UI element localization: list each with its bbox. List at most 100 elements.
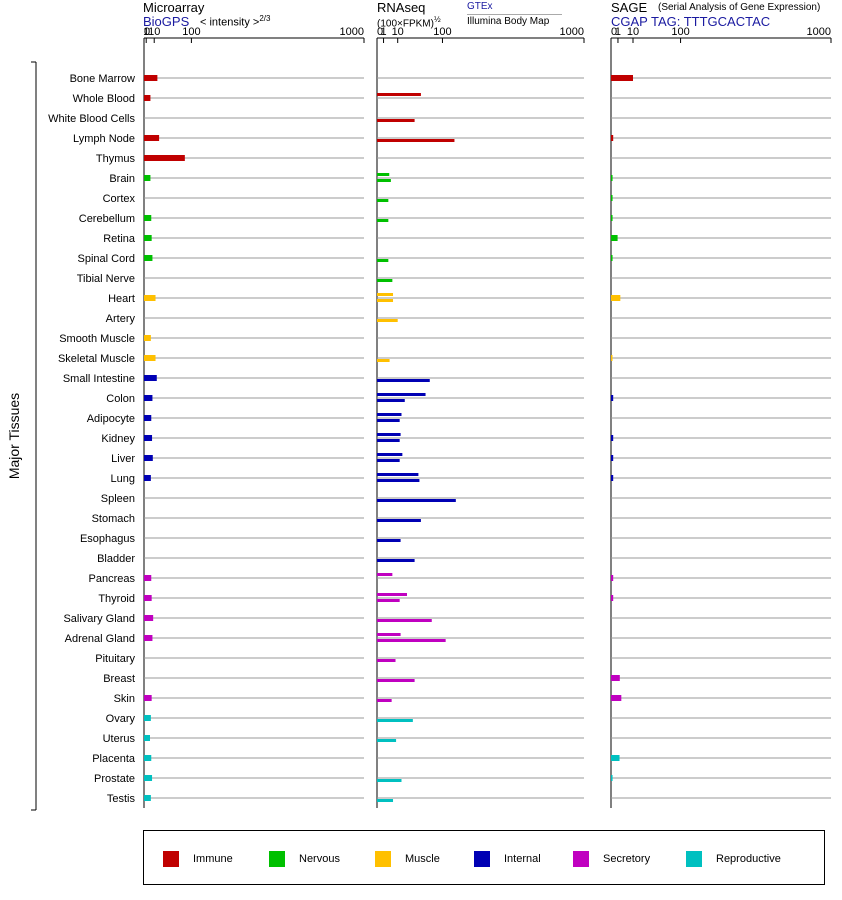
tissue-label: Smooth Muscle (59, 333, 135, 345)
sage-bar (611, 475, 614, 481)
rnaseq-gtex-bar (377, 173, 390, 176)
rnaseq-gtex-bar (377, 413, 402, 416)
tissue-label: Esophagus (80, 533, 136, 545)
rnaseq-source-gtex: GTEx (467, 1, 493, 12)
tissue-label: Ovary (106, 713, 136, 725)
rnaseq-ibm-bar (377, 359, 390, 362)
microarray-bar (144, 135, 160, 141)
rnaseq-gtex-bar (377, 433, 401, 436)
rnaseq-ibm-bar (377, 719, 413, 722)
microarray-bar (144, 375, 157, 381)
microarray-bar (144, 295, 156, 301)
legend-swatch-nervous (269, 851, 285, 867)
tissue-label: Breast (103, 673, 135, 685)
microarray-bar (144, 215, 152, 221)
sage-bar (611, 295, 621, 301)
legend-item-secretory: Secretory (573, 851, 650, 867)
tissue-label: Spleen (101, 493, 135, 505)
tissue-label: Thyroid (98, 593, 135, 605)
rnaseq-ibm-bar (377, 619, 432, 622)
rnaseq-gtex-bar (377, 453, 403, 456)
legend: Immune Nervous Muscle Internal Secretory… (143, 830, 825, 885)
tissue-label: Pituitary (95, 653, 135, 665)
sage-bar (611, 675, 620, 681)
tissue-label: Colon (106, 393, 135, 405)
tissue-label: Spinal Cord (78, 253, 135, 265)
sage-bar (611, 695, 622, 701)
microarray-title: Microarray (143, 0, 205, 15)
microarray-bar (144, 355, 156, 361)
microarray-scale-power: 2/3 (259, 14, 271, 23)
microarray-bar (144, 75, 158, 81)
microarray-bar (144, 735, 150, 741)
legend-swatch-secretory (573, 851, 589, 867)
microarray-scale-text: < intensity > (200, 16, 260, 29)
rnaseq-ibm-bar (377, 119, 415, 122)
microarray-source: BioGPS (143, 14, 190, 29)
sage-tick-label: 100 (671, 26, 689, 38)
sage-bar (611, 195, 613, 201)
sage-bar (611, 575, 614, 581)
rnaseq-ibm-bar (377, 379, 430, 382)
microarray-bar (144, 695, 152, 701)
tissue-label: Lung (111, 473, 135, 485)
rnaseq-ibm-bar (377, 679, 415, 682)
rnaseq-ibm-bar (377, 439, 400, 442)
tissue-label: Skeletal Muscle (58, 353, 135, 365)
sage-tick-label: 10 (627, 26, 639, 38)
tissue-label: Cerebellum (79, 213, 135, 225)
rnaseq-gtex-bar (377, 593, 407, 596)
microarray-bar (144, 235, 152, 241)
rnaseq-ibm-bar (377, 299, 394, 302)
microarray-bar (144, 455, 153, 461)
tissue-label: Liver (111, 453, 135, 465)
microarray-tick-label: 1000 (340, 26, 364, 38)
sage-bar (611, 395, 614, 401)
legend-item-internal: Internal (474, 851, 541, 867)
rnaseq-ibm-bar (377, 279, 393, 282)
legend-swatch-immune (163, 851, 179, 867)
legend-swatch-internal (474, 851, 490, 867)
microarray-bar (144, 335, 151, 341)
rnaseq-tick-label: 1 (380, 26, 386, 38)
microarray-bar (144, 595, 152, 601)
legend-label-immune: Immune (193, 853, 233, 865)
microarray-bar (144, 255, 153, 261)
tissue-label: Adrenal Gland (65, 633, 135, 645)
microarray-bar (144, 95, 151, 101)
microarray-bar (144, 635, 153, 641)
rnaseq-ibm-bar (377, 519, 421, 522)
rnaseq-ibm-bar (377, 599, 400, 602)
rnaseq-tick-label: 1000 (560, 26, 584, 38)
rnaseq-ibm-bar (377, 459, 400, 462)
rnaseq-ibm-bar (377, 739, 397, 742)
rnaseq-ibm-bar (377, 419, 400, 422)
legend-label-muscle: Muscle (405, 853, 440, 865)
tissue-label: Skin (114, 693, 135, 705)
legend-label-reproductive: Reproductive (716, 853, 781, 865)
tissue-label: White Blood Cells (48, 113, 135, 125)
rnaseq-tick-label: 100 (433, 26, 451, 38)
rnaseq-source-divider (467, 14, 562, 15)
rnaseq-ibm-bar (377, 639, 446, 642)
rnaseq-ibm-bar (377, 699, 392, 702)
sage-title: SAGE (611, 0, 648, 15)
rnaseq-ibm-bar (377, 399, 405, 402)
rnaseq-gtex-bar (377, 293, 394, 296)
tissue-label: Brain (109, 173, 135, 185)
rnaseq-title: RNAseq (377, 0, 426, 15)
tissue-label: Cortex (103, 193, 136, 205)
tissue-label: Tibial Nerve (77, 273, 135, 285)
legend-item-immune: Immune (163, 851, 233, 867)
rnaseq-scale-text: (100×FPKM) (377, 18, 434, 30)
sage-tick-label: 1000 (807, 26, 831, 38)
legend-label-secretory: Secretory (603, 853, 651, 865)
rnaseq-gtex-bar (377, 473, 419, 476)
sage-bar (611, 215, 613, 221)
sage-tag-label: CGAP TAG: TTTGCACTAC (611, 14, 771, 29)
rnaseq-ibm-bar (377, 219, 389, 222)
y-axis-title: Major Tissues (6, 393, 22, 479)
sage-bar (611, 135, 614, 141)
microarray-bar (144, 435, 153, 441)
rnaseq-ibm-bar (377, 559, 415, 562)
